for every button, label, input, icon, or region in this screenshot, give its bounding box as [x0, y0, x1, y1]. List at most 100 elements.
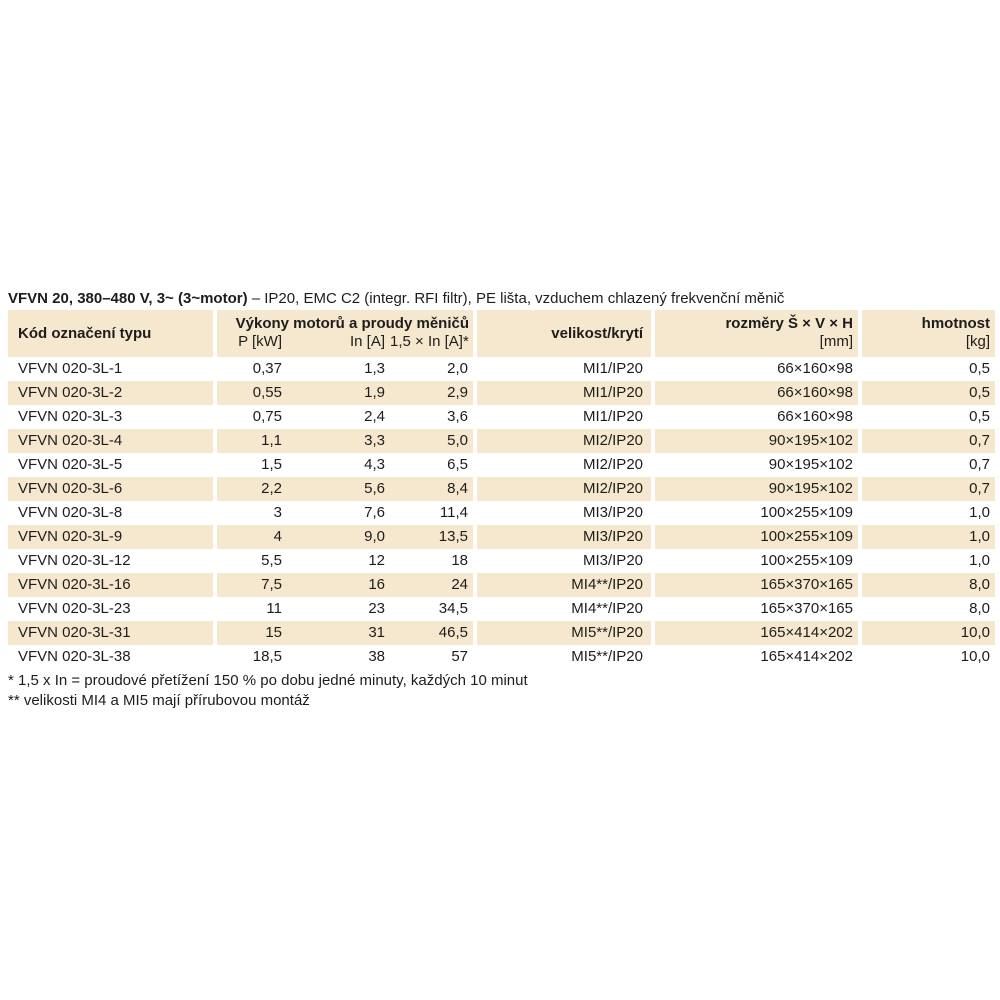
table-row: VFVN 020-3L-9 4 9,0 13,5 MI3/IP20 100×25…	[8, 525, 995, 549]
table-row: VFVN 020-3L-16 7,5 16 24 MI4**/IP20 165×…	[8, 573, 995, 597]
cell-dimensions: 66×160×98	[777, 408, 853, 425]
cell-15in-a: 57	[451, 648, 468, 665]
cell-p-kw: 11	[266, 600, 282, 617]
cell-weight: 8,0	[862, 573, 995, 597]
cell-p-kw: 5,5	[261, 552, 282, 569]
header-sub-p-kw: P [kW]	[238, 333, 282, 350]
cell-in-a: 4,3	[364, 456, 385, 473]
cell-weight: 1,0	[862, 525, 995, 549]
table-title-rest: – IP20, EMC C2 (integr. RFI filtr), PE l…	[247, 290, 785, 307]
cell-p-kw: 2,2	[261, 480, 282, 497]
header-dimensions: rozměry Š × V × H [mm]	[655, 310, 858, 357]
cell-p-kw: 7,5	[261, 576, 282, 593]
cell-p-kw: 4	[273, 528, 282, 545]
cell-15in-a: 34,5	[438, 600, 468, 617]
cell-type-code: VFVN 020-3L-8	[18, 504, 123, 521]
cell-power-group: 3 7,6 11,4	[217, 501, 473, 525]
cell-size-ip: MI3/IP20	[477, 525, 651, 549]
cell-size-ip: MI3/IP20	[582, 552, 643, 569]
cell-weight: 0,5	[862, 381, 995, 405]
cell-dimensions: 90×195×102	[768, 456, 853, 473]
table-row: VFVN 020-3L-5 1,5 4,3 6,5 MI2/IP20 90×19…	[8, 453, 995, 477]
cell-in-a: 2,4	[364, 408, 385, 425]
cell-type-code: VFVN 020-3L-31	[8, 621, 213, 645]
cell-weight: 1,0	[969, 552, 990, 569]
cell-dimensions: 100×255×109	[760, 552, 853, 569]
cell-15in-a: 6,5	[447, 456, 468, 473]
cell-15in-a: 3,6	[447, 408, 468, 425]
table-row: VFVN 020-3L-31 15 31 46,5 MI5**/IP20 165…	[8, 621, 995, 645]
cell-15in-a: 18	[451, 552, 468, 569]
cell-type-code: VFVN 020-3L-9	[8, 525, 213, 549]
cell-in-a: 12	[368, 552, 385, 569]
cell-dimensions: 66×160×98	[655, 381, 858, 405]
cell-size-ip: MI4**/IP20	[477, 573, 651, 597]
cell-weight: 0,7	[862, 477, 995, 501]
cell-dimensions: 90×195×102	[655, 477, 858, 501]
cell-type-code: VFVN 020-3L-16	[8, 573, 213, 597]
cell-power-group: 2,2 5,6 8,4	[217, 477, 473, 501]
cell-in-a: 3,3	[364, 432, 385, 449]
cell-dimensions: 165×370×165	[760, 600, 853, 617]
cell-weight: 10,0	[960, 648, 990, 665]
cell-power-group: 0,37 1,3 2,0	[217, 357, 473, 381]
cell-weight: 0,7	[969, 456, 990, 473]
cell-type-code: VFVN 020-3L-2	[8, 381, 213, 405]
header-size: velikost/krytí	[477, 310, 651, 357]
cell-power-group: 0,75 2,4 3,6	[217, 405, 473, 429]
cell-dimensions: 100×255×109	[760, 504, 853, 521]
cell-p-kw: 0,37	[252, 360, 282, 377]
cell-p-kw: 18,5	[252, 648, 282, 665]
cell-in-a: 1,9	[364, 384, 385, 401]
cell-size-ip: MI1/IP20	[582, 360, 643, 377]
cell-size-ip: MI2/IP20	[477, 429, 651, 453]
cell-15in-a: 46,5	[438, 624, 468, 641]
table-title-bold: VFVN 20, 380–480 V, 3~ (3~motor)	[8, 290, 248, 307]
cell-power-group: 5,5 12 18	[217, 549, 473, 573]
footnote-flange: ** velikosti MI4 a MI5 mají přírubovou m…	[8, 692, 310, 709]
cell-power-group: 0,55 1,9 2,9	[217, 381, 473, 405]
cell-15in-a: 13,5	[438, 528, 468, 545]
table-row: VFVN 020-3L-8 3 7,6 11,4 MI3/IP20 100×25…	[8, 501, 995, 525]
header-type-code: Kód označení typu	[8, 310, 213, 357]
cell-15in-a: 5,0	[447, 432, 468, 449]
cell-size-ip: MI2/IP20	[477, 477, 651, 501]
cell-size-ip: MI4**/IP20	[571, 600, 643, 617]
cell-p-kw: 1,5	[261, 456, 282, 473]
cell-in-a: 23	[368, 600, 385, 617]
header-subcolumns: P [kW] In [A] 1,5 × In [A]*	[217, 333, 473, 351]
table-row: VFVN 020-3L-23 11 23 34,5 MI4**/IP20 165…	[8, 597, 995, 621]
cell-in-a: 9,0	[364, 528, 385, 545]
cell-power-group: 1,1 3,3 5,0	[217, 429, 473, 453]
cell-power-group: 18,5 38 57	[217, 645, 473, 669]
cell-p-kw: 1,1	[261, 432, 282, 449]
cell-weight: 8,0	[969, 600, 990, 617]
header-sub-15in-a: 1,5 × In [A]*	[390, 333, 469, 350]
cell-size-ip: MI1/IP20	[477, 381, 651, 405]
cell-power-group: 1,5 4,3 6,5	[217, 453, 473, 477]
cell-dimensions: 165×370×165	[655, 573, 858, 597]
header-power-group: Výkony motorů a proudy měničů P [kW] In …	[217, 310, 473, 357]
table-row: VFVN 020-3L-3 0,75 2,4 3,6 MI1/IP20 66×1…	[8, 405, 995, 429]
cell-type-code: VFVN 020-3L-6	[8, 477, 213, 501]
cell-p-kw: 3	[273, 504, 282, 521]
cell-15in-a: 8,4	[447, 480, 468, 497]
cell-weight: 0,5	[969, 408, 990, 425]
cell-size-ip: MI3/IP20	[582, 504, 643, 521]
table-header-row: Kód označení typu Výkony motorů a proudy…	[8, 310, 995, 357]
header-weight: hmotnost [kg]	[862, 310, 995, 357]
cell-in-a: 38	[368, 648, 385, 665]
table-body: VFVN 020-3L-1 0,37 1,3 2,0 MI1/IP20 66×1…	[8, 357, 995, 669]
cell-p-kw: 15	[265, 624, 282, 641]
cell-p-kw: 0,55	[252, 384, 282, 401]
table-row: VFVN 020-3L-1 0,37 1,3 2,0 MI1/IP20 66×1…	[8, 357, 995, 381]
cell-size-ip: MI5**/IP20	[477, 621, 651, 645]
cell-power-group: 4 9,0 13,5	[217, 525, 473, 549]
cell-type-code: VFVN 020-3L-3	[18, 408, 123, 425]
cell-in-a: 16	[368, 576, 385, 593]
cell-size-ip: MI1/IP20	[582, 408, 643, 425]
cell-type-code: VFVN 020-3L-5	[18, 456, 123, 473]
cell-15in-a: 24	[451, 576, 468, 593]
cell-type-code: VFVN 020-3L-38	[18, 648, 131, 665]
cell-15in-a: 11,4	[439, 504, 468, 521]
